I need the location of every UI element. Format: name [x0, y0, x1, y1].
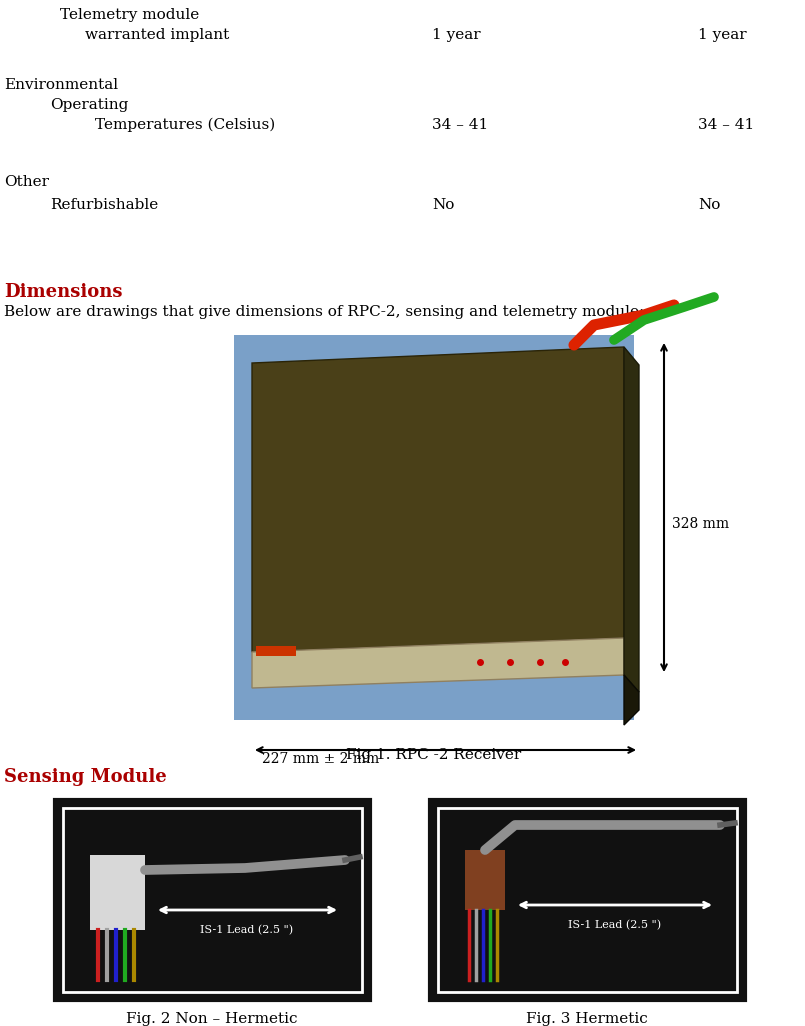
Polygon shape [252, 347, 624, 652]
Text: Sensing Module: Sensing Module [4, 768, 167, 786]
Text: Other: Other [4, 175, 49, 189]
Text: 227 mm ± 2 mm: 227 mm ± 2 mm [262, 752, 379, 766]
Bar [234, 336, 634, 720]
Text: No: No [698, 198, 720, 212]
Text: Temperatures (Celsius): Temperatures (Celsius) [95, 118, 275, 132]
Text: No: No [432, 198, 454, 212]
Polygon shape [252, 638, 624, 688]
Text: warranted implant: warranted implant [85, 28, 229, 42]
Text: Fig. 3 Hermetic: Fig. 3 Hermetic [526, 1012, 648, 1026]
Bar [430, 800, 745, 1000]
Bar [63, 808, 362, 992]
Text: 34 – 41: 34 – 41 [698, 118, 754, 132]
Text: Refurbishable: Refurbishable [50, 198, 159, 212]
Text: IS-1 Lead (2.5 "): IS-1 Lead (2.5 ") [200, 925, 294, 936]
Text: 34 – 41: 34 – 41 [432, 118, 489, 132]
Bar [55, 800, 370, 1000]
Text: Telemetry module: Telemetry module [60, 8, 200, 22]
Text: 1 year: 1 year [698, 28, 746, 42]
Text: Environmental: Environmental [4, 78, 118, 92]
Text: Below are drawings that give dimensions of RPC-2, sensing and telemetry module:: Below are drawings that give dimensions … [4, 305, 644, 319]
Text: 1 year: 1 year [432, 28, 481, 42]
Text: Fig 1. RPC -2 Receiver: Fig 1. RPC -2 Receiver [346, 748, 522, 762]
Text: Operating: Operating [50, 98, 128, 112]
Polygon shape [624, 675, 639, 725]
Text: IS-1 Lead (2.5 "): IS-1 Lead (2.5 ") [568, 920, 662, 931]
Bar [465, 850, 505, 910]
Polygon shape [624, 347, 639, 692]
Bar [256, 646, 296, 656]
Text: Fig. 2 Non – Hermetic: Fig. 2 Non – Hermetic [126, 1012, 298, 1026]
Bar [90, 855, 145, 930]
Text: Dimensions: Dimensions [4, 283, 122, 301]
Text: 328 mm: 328 mm [672, 517, 729, 531]
Bar [438, 808, 737, 992]
